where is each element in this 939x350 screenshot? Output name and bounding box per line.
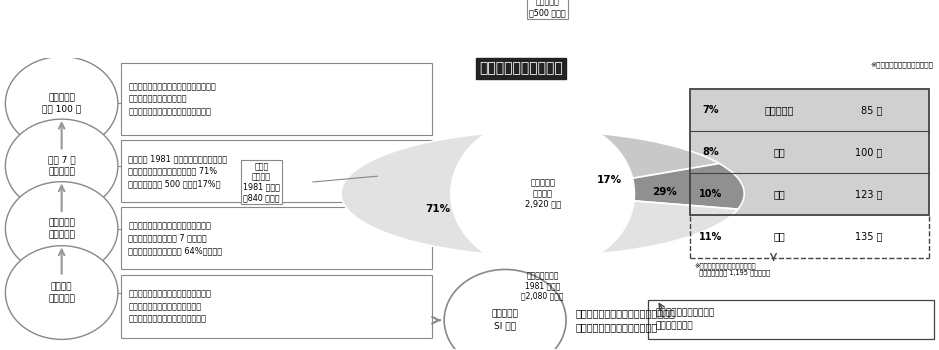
Wedge shape xyxy=(573,163,745,209)
Text: 積水ハウス
SI 事業: 積水ハウス SI 事業 xyxy=(492,310,518,331)
Ellipse shape xyxy=(6,246,118,340)
Text: ストック
良質化必須: ストック 良質化必須 xyxy=(48,282,75,303)
Wedge shape xyxy=(543,131,719,189)
Text: 耐震性不足
（500 万戸）: 耐震性不足 （500 万戸） xyxy=(529,0,565,17)
Ellipse shape xyxy=(444,270,566,350)
Text: 17%: 17% xyxy=(597,175,623,186)
Bar xyxy=(121,63,432,135)
Text: 10%: 10% xyxy=(699,189,722,200)
Text: ・大地震が多発する日本において、耐震
性能の高い住宅供給は必須
・ストックへの耐震補強も求められる: ・大地震が多発する日本において、耐震 性能の高い住宅供給は必須 ・ストックへの耐… xyxy=(129,82,216,116)
Text: 熊本地震では新耐震でも
倒壊や破損あり: 熊本地震では新耐震でも 倒壊や破損あり xyxy=(655,309,715,330)
Wedge shape xyxy=(341,131,738,256)
Text: 全国の有力ビルダーとパートナー契約
強固な木造住宅の普及を目指す: 全国の有力ビルダーとパートナー契約 強固な木造住宅の普及を目指す xyxy=(576,308,675,332)
Ellipse shape xyxy=(6,182,118,275)
Bar xyxy=(121,207,432,269)
Text: 関東大震災
から 100 年: 関東大震災 から 100 年 xyxy=(42,93,81,114)
Text: ・現状は 1981 年以降の新耐震基準をク
リアする戸建＋長屋ストックは 71%
・耐震性不足は 500 万戸、17%も: ・現状は 1981 年以降の新耐震基準をク リアする戸建＋長屋ストックは 71%… xyxy=(129,154,227,188)
Text: 123 棟: 123 棟 xyxy=(854,189,882,200)
Text: 崩壊・倒壊: 崩壊・倒壊 xyxy=(764,105,793,115)
Text: 国内住宅ストック状況: 国内住宅ストック状況 xyxy=(479,61,563,75)
Text: 新耐震基準以降
1981 年以降
（2,080 万戸）: 新耐震基準以降 1981 年以降 （2,080 万戸） xyxy=(521,271,564,301)
Bar xyxy=(690,216,929,258)
Bar xyxy=(690,89,929,216)
Bar xyxy=(121,275,432,338)
Text: 中破: 中破 xyxy=(773,189,785,200)
Text: 29%: 29% xyxy=(652,187,677,197)
Bar xyxy=(690,173,929,216)
Text: 小破: 小破 xyxy=(773,232,785,242)
Bar xyxy=(648,300,933,339)
Text: 11%: 11% xyxy=(699,232,722,242)
Ellipse shape xyxy=(6,57,118,150)
Text: ・日本の木造住宅の良質化のために、
新築住宅の耐震性強化は重要課題
・積水ハウスの耐震技術オープン化: ・日本の木造住宅の良質化のために、 新築住宅の耐震性強化は重要課題 ・積水ハウス… xyxy=(129,289,211,323)
Bar xyxy=(690,89,929,131)
Text: 71%: 71% xyxy=(425,204,451,214)
Text: 戸建＋長屋
ストック
2,920 万戸: 戸建＋長屋 ストック 2,920 万戸 xyxy=(525,179,561,209)
Bar xyxy=(121,140,432,202)
Bar xyxy=(690,131,929,173)
Text: 大破: 大破 xyxy=(773,147,785,157)
Text: 100 棟: 100 棟 xyxy=(854,147,882,157)
Text: 戸建 7 割
新耐震基準: 戸建 7 割 新耐震基準 xyxy=(48,156,75,176)
Text: 85 棟: 85 棟 xyxy=(861,105,882,115)
Ellipse shape xyxy=(6,119,118,213)
Text: 新耐震
基準以前
1981 年以前
（840 万戸）: 新耐震 基準以前 1981 年以前 （840 万戸） xyxy=(243,162,280,202)
Text: ※熊本地震（益城町）木造住宅の
  新耐震基準（計 1,195 棟）のうち: ※熊本地震（益城町）木造住宅の 新耐震基準（計 1,195 棟）のうち xyxy=(695,262,770,276)
Text: 8%: 8% xyxy=(702,147,718,157)
Ellipse shape xyxy=(451,117,635,270)
Text: ・新耐震であっても、熊本地震では木
造住宅の被害は甚大で 7 ％が倒壊
・無被害・軽微な損傷は 64%に留まる: ・新耐震であっても、熊本地震では木 造住宅の被害は甚大で 7 ％が倒壊 ・無被害… xyxy=(129,221,223,255)
Text: ※積水ハウス説明資料より抜粋: ※積水ハウス説明資料より抜粋 xyxy=(870,61,933,68)
Text: 7%: 7% xyxy=(702,105,718,115)
Text: 135 棟: 135 棟 xyxy=(854,232,882,242)
Text: ３割以上は
破損の恐れ: ３割以上は 破損の恐れ xyxy=(48,218,75,239)
